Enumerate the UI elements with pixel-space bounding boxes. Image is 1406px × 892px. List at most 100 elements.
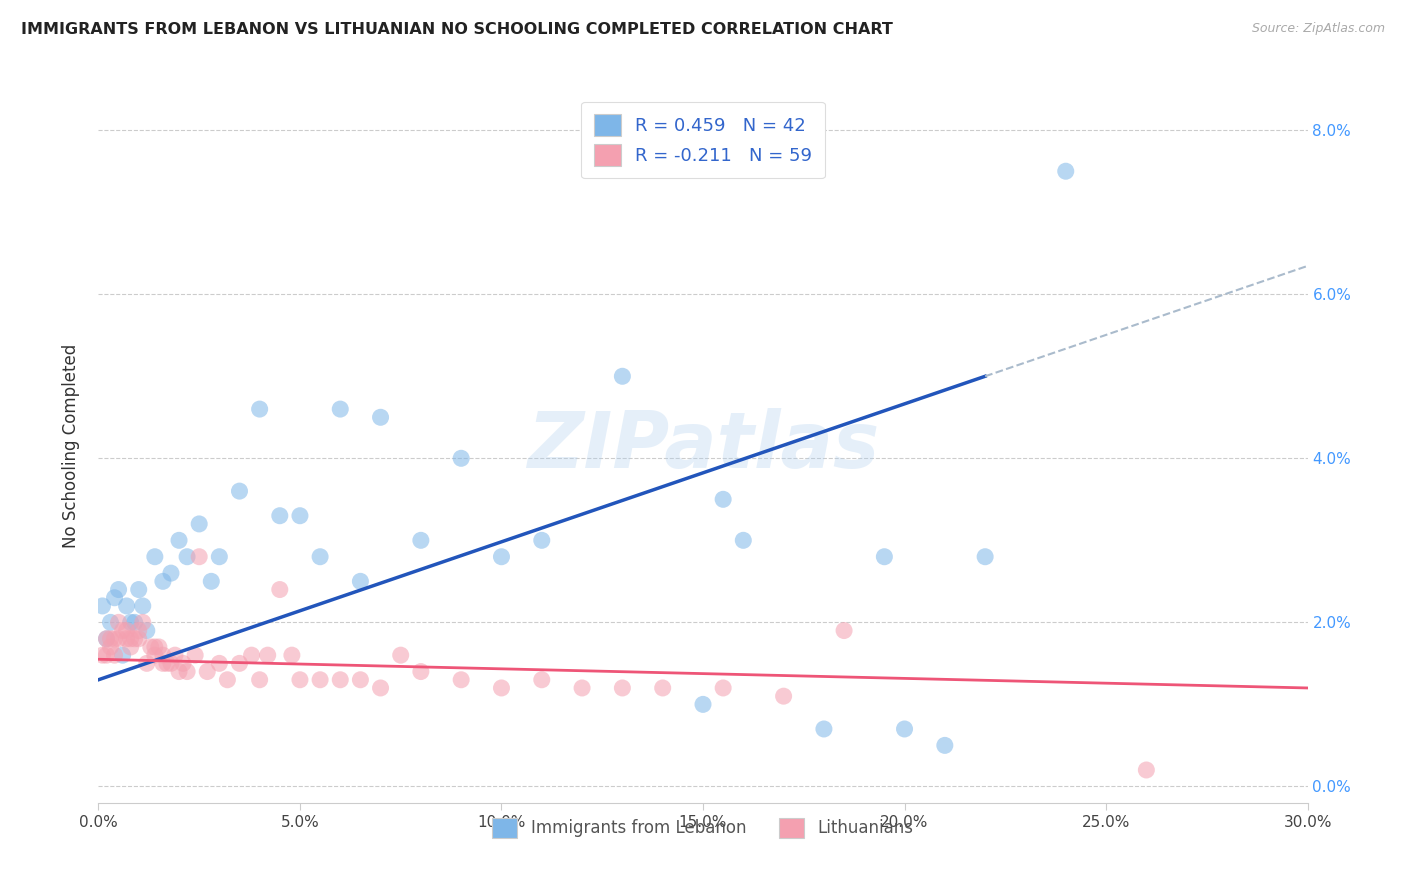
Point (176, 665, 198, 679)
Point (107, 582, 129, 597)
Point (249, 402, 271, 417)
Point (132, 599, 155, 613)
Point (692, 698, 714, 712)
Point (228, 484, 250, 499)
Point (651, 681, 673, 695)
Point (124, 632, 146, 646)
Point (96, 632, 118, 646)
Point (132, 615, 155, 630)
Point (128, 624, 150, 638)
Point (167, 665, 190, 679)
Point (91, 648, 114, 662)
Point (111, 624, 134, 638)
Point (208, 657, 231, 671)
Point (450, 673, 472, 687)
Point (184, 648, 207, 662)
Point (200, 574, 222, 589)
Point (120, 632, 142, 646)
Point (139, 640, 162, 654)
Point (103, 591, 125, 605)
Point (124, 615, 146, 630)
Point (115, 624, 138, 638)
Point (217, 673, 239, 687)
Point (612, 681, 634, 695)
Point (772, 689, 794, 703)
Point (167, 533, 190, 548)
Point (143, 648, 166, 662)
Point (107, 615, 129, 630)
Point (832, 624, 855, 638)
Point (612, 369, 634, 384)
Point (115, 632, 138, 646)
Text: Source: ZipAtlas.com: Source: ZipAtlas.com (1251, 22, 1385, 36)
Point (309, 549, 332, 564)
Point (349, 673, 371, 687)
Point (491, 681, 513, 695)
Point (120, 640, 142, 654)
Point (188, 549, 211, 564)
Point (208, 549, 231, 564)
Point (111, 648, 134, 662)
Point (256, 648, 278, 662)
Point (1135, 763, 1157, 777)
Legend: Immigrants from Lebanon, Lithuanians: Immigrants from Lebanon, Lithuanians (482, 807, 924, 848)
Point (409, 533, 432, 548)
Y-axis label: No Schooling Completed: No Schooling Completed (62, 344, 80, 548)
Point (409, 665, 432, 679)
Point (135, 624, 157, 638)
Point (249, 673, 271, 687)
Point (152, 574, 174, 589)
Point (156, 657, 179, 671)
Point (288, 508, 311, 523)
Point (1054, 164, 1077, 178)
Point (450, 451, 472, 466)
Point (281, 648, 304, 662)
Point (160, 657, 183, 671)
Point (120, 615, 142, 630)
Point (135, 657, 157, 671)
Point (530, 533, 553, 548)
Point (711, 492, 734, 507)
Point (571, 681, 593, 695)
Point (309, 673, 332, 687)
Point (711, 681, 734, 695)
Point (100, 615, 122, 630)
Point (530, 673, 553, 687)
Point (96, 632, 118, 646)
Point (96, 648, 118, 662)
Point (349, 574, 371, 589)
Point (152, 657, 174, 671)
Point (370, 410, 392, 425)
Point (934, 739, 956, 753)
Point (813, 722, 835, 736)
Point (240, 648, 263, 662)
Point (329, 673, 352, 687)
Point (152, 648, 174, 662)
Point (389, 648, 412, 662)
Point (91, 599, 114, 613)
Point (107, 632, 129, 646)
Point (733, 533, 755, 548)
Point (128, 582, 150, 597)
Point (873, 549, 896, 564)
Point (370, 681, 392, 695)
Point (103, 632, 125, 646)
Point (115, 599, 138, 613)
Point (172, 657, 194, 671)
Point (228, 657, 250, 671)
Point (176, 549, 198, 564)
Point (100, 632, 122, 646)
Point (269, 582, 291, 597)
Text: ZIPatlas: ZIPatlas (527, 408, 879, 484)
Point (160, 566, 183, 581)
Point (128, 632, 150, 646)
Text: IMMIGRANTS FROM LEBANON VS LITHUANIAN NO SCHOOLING COMPLETED CORRELATION CHART: IMMIGRANTS FROM LEBANON VS LITHUANIAN NO… (21, 22, 893, 37)
Point (269, 508, 291, 523)
Point (143, 549, 166, 564)
Point (893, 722, 915, 736)
Point (100, 640, 122, 654)
Point (163, 648, 186, 662)
Point (288, 673, 311, 687)
Point (143, 640, 166, 654)
Point (329, 402, 352, 417)
